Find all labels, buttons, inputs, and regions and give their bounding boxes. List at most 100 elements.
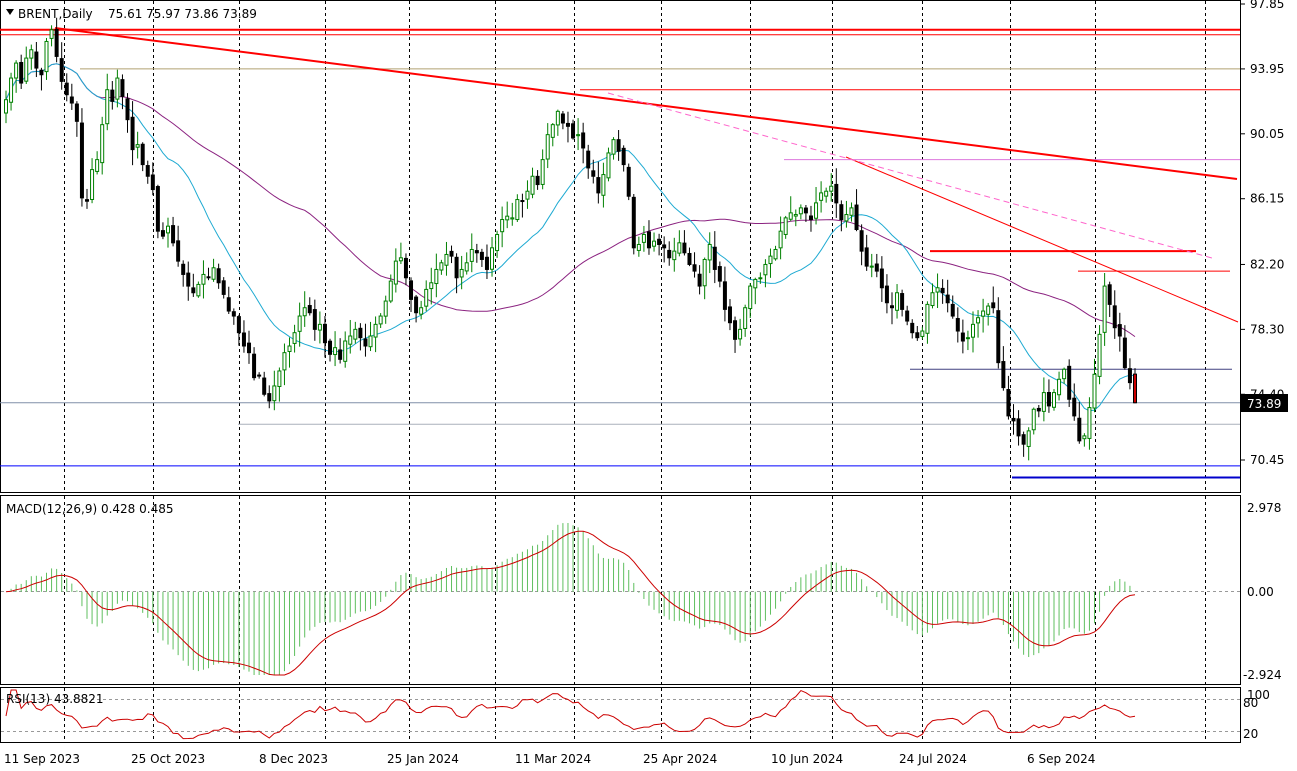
candle	[869, 253, 874, 278]
downtrend-line-secondary[interactable]	[845, 156, 1239, 323]
candle	[181, 260, 186, 287]
candle	[1127, 358, 1132, 390]
time-tick-label: 25 Jan 2024	[387, 752, 459, 766]
candle	[925, 301, 930, 344]
candle	[236, 314, 241, 346]
candle	[373, 316, 378, 353]
candle	[555, 109, 560, 136]
candle	[14, 60, 19, 93]
price-tick-label: 70.45	[1250, 453, 1284, 467]
candle	[758, 272, 763, 284]
candle	[596, 161, 601, 204]
candle	[155, 184, 160, 239]
candle	[839, 200, 844, 232]
candle	[247, 330, 252, 364]
candle	[510, 202, 515, 226]
candle	[520, 193, 525, 218]
candle	[641, 225, 646, 252]
candle	[34, 41, 39, 78]
rsi-panel	[0, 687, 1241, 743]
candle	[657, 233, 662, 256]
candle	[414, 294, 419, 323]
candle	[773, 245, 778, 261]
candle	[1011, 404, 1016, 435]
last-price-label: 73.89	[1247, 397, 1281, 411]
horizontal-levels	[0, 28, 1240, 479]
dropdown-triangle-icon[interactable]	[6, 9, 14, 15]
candle	[282, 343, 287, 386]
candle	[469, 233, 474, 273]
candle	[960, 319, 965, 354]
candle	[74, 101, 79, 137]
candle	[930, 283, 935, 309]
candle	[85, 188, 90, 209]
candle	[267, 385, 272, 409]
candle	[495, 230, 500, 258]
candle	[252, 347, 257, 381]
candle	[454, 253, 459, 294]
candle	[241, 320, 246, 353]
candle	[748, 283, 753, 318]
macd-signal-line	[5, 530, 1136, 676]
candle	[1107, 281, 1112, 318]
candle	[707, 232, 712, 274]
candle	[879, 256, 884, 302]
candle	[662, 236, 667, 263]
candle	[333, 331, 338, 367]
candle	[986, 302, 991, 326]
rsi-axis-100: 100	[1247, 688, 1270, 702]
rsi-axis-80: 80	[1243, 696, 1258, 710]
candle	[829, 173, 834, 202]
candle	[434, 253, 439, 298]
candle	[206, 267, 211, 281]
price-tick-label: 97.85	[1250, 0, 1284, 11]
candle	[262, 371, 267, 397]
candle	[646, 220, 651, 255]
macd-histogram	[10, 522, 1136, 675]
candle	[1097, 325, 1102, 385]
candle	[322, 316, 327, 358]
candle	[464, 252, 469, 275]
candle	[915, 326, 920, 341]
candle	[560, 111, 565, 130]
candle	[388, 274, 393, 304]
candle	[854, 189, 859, 232]
time-tick-label: 25 Oct 2023	[131, 752, 205, 766]
trend-lines[interactable]	[54, 27, 1239, 323]
candle	[125, 93, 130, 133]
candle	[4, 90, 8, 124]
candle	[652, 232, 657, 252]
candle	[403, 253, 408, 286]
candle	[889, 292, 894, 325]
candle	[363, 323, 368, 357]
candle	[819, 181, 824, 213]
candle	[581, 122, 586, 164]
candle	[965, 330, 970, 351]
candle	[753, 277, 758, 305]
major-downtrend-line[interactable]	[54, 27, 1238, 180]
dashed-trend-line[interactable]	[607, 92, 1213, 259]
price-tick-label: 93.95	[1250, 62, 1284, 76]
candle	[231, 308, 236, 325]
candle	[368, 321, 373, 352]
candle	[444, 241, 449, 276]
time-axis: 11 Sep 2023 25 Oct 2023 8 Dec 2023 25 Jan 2…	[4, 752, 1095, 766]
time-tick-label: 25 Apr 2024	[643, 752, 717, 766]
candle	[19, 54, 24, 89]
candle	[874, 253, 879, 278]
candle	[606, 147, 611, 182]
candle	[383, 295, 388, 324]
candle	[824, 187, 829, 203]
candle	[338, 338, 343, 364]
candle	[9, 72, 14, 111]
candle	[515, 194, 520, 222]
candle	[287, 337, 292, 368]
time-tick-label: 6 Sep 2024	[1027, 752, 1095, 766]
candle	[317, 311, 322, 344]
candle	[722, 266, 727, 322]
candle	[1036, 404, 1041, 418]
candle	[783, 215, 788, 239]
candle	[945, 279, 950, 313]
